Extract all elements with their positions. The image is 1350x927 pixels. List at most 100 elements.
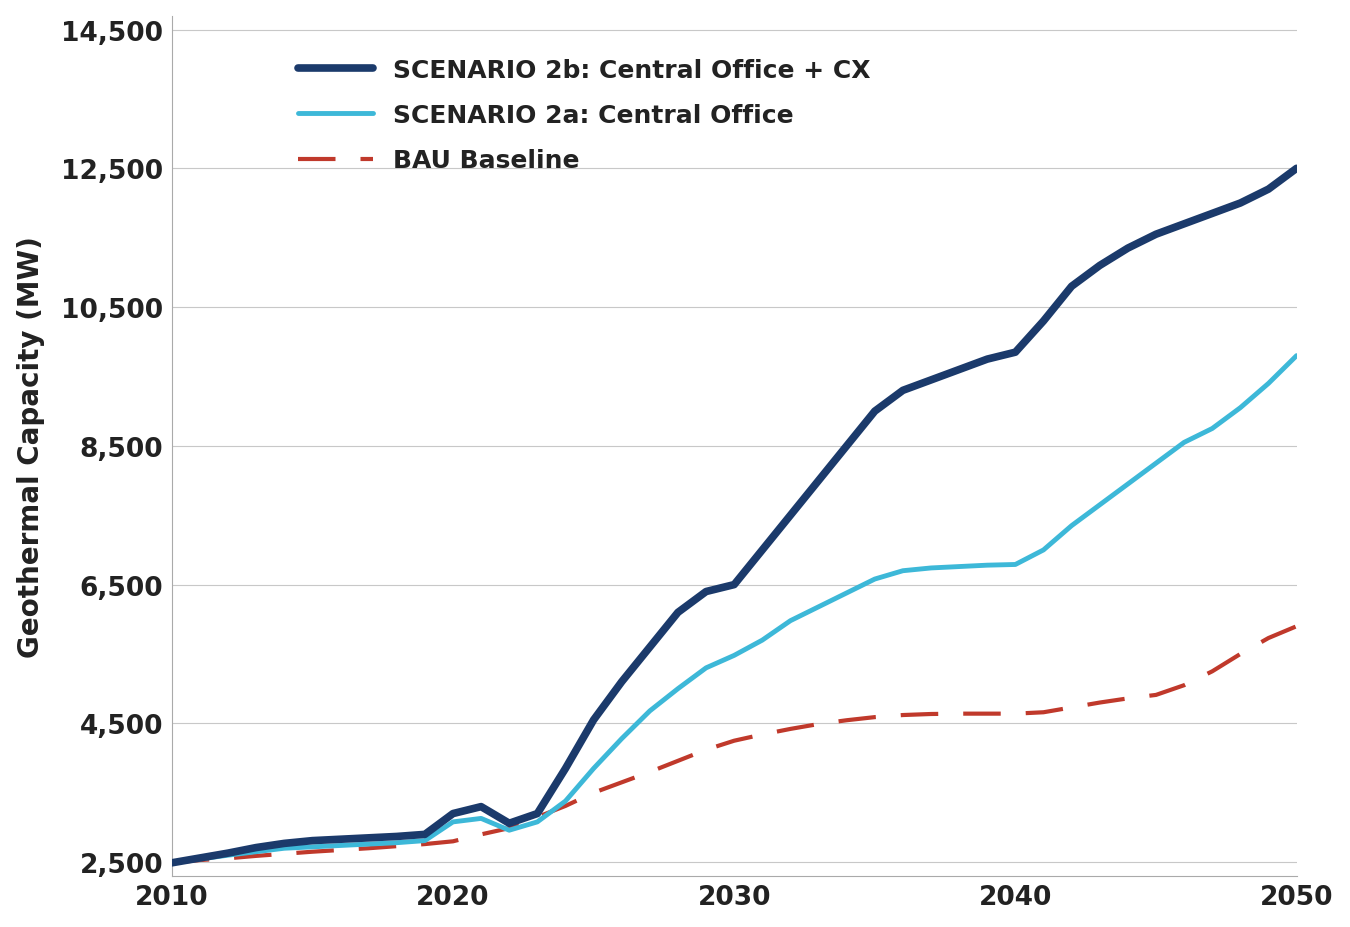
BAU Baseline	[1204, 666, 1220, 677]
SCENARIO 2b: Central Office + CX: (2.04e+03, 1.11e+04): Central Office + CX: (2.04e+03, 1.11e+04…	[1092, 260, 1108, 272]
BAU Baseline	[446, 836, 462, 847]
SCENARIO 2b: Central Office + CX: (2.03e+03, 7e+03): Central Office + CX: (2.03e+03, 7e+03)	[755, 545, 771, 556]
SCENARIO 2a: Central Office: (2.04e+03, 6.79e+03): Central Office: (2.04e+03, 6.79e+03)	[1007, 559, 1023, 570]
BAU Baseline	[501, 822, 517, 833]
SCENARIO 2b: Central Office + CX: (2.01e+03, 2.49e+03): Central Office + CX: (2.01e+03, 2.49e+03…	[163, 857, 180, 869]
BAU Baseline	[698, 744, 714, 756]
BAU Baseline	[1233, 649, 1249, 660]
SCENARIO 2a: Central Office: (2.02e+03, 2.76e+03): Central Office: (2.02e+03, 2.76e+03)	[360, 839, 377, 850]
BAU Baseline	[726, 735, 743, 746]
BAU Baseline	[1119, 693, 1135, 705]
BAU Baseline	[332, 844, 348, 856]
SCENARIO 2a: Central Office: (2.05e+03, 9.05e+03): Central Office: (2.05e+03, 9.05e+03)	[1233, 402, 1249, 413]
SCENARIO 2a: Central Office: (2.04e+03, 7e+03): Central Office: (2.04e+03, 7e+03)	[1035, 545, 1052, 556]
BAU Baseline	[979, 708, 995, 719]
SCENARIO 2b: Central Office + CX: (2.03e+03, 6.5e+03): Central Office + CX: (2.03e+03, 6.5e+03)	[726, 579, 743, 590]
BAU Baseline	[755, 730, 771, 741]
Y-axis label: Geothermal Capacity (MW): Geothermal Capacity (MW)	[16, 235, 45, 657]
BAU Baseline	[1176, 679, 1192, 691]
Line: SCENARIO 2a: Central Office: SCENARIO 2a: Central Office	[171, 356, 1296, 863]
SCENARIO 2a: Central Office: (2.02e+03, 3.08e+03): Central Office: (2.02e+03, 3.08e+03)	[529, 817, 545, 828]
SCENARIO 2a: Central Office: (2.03e+03, 5e+03): Central Office: (2.03e+03, 5e+03)	[670, 683, 686, 694]
SCENARIO 2b: Central Office + CX: (2.02e+03, 3.2e+03): Central Office + CX: (2.02e+03, 3.2e+03)	[529, 808, 545, 819]
SCENARIO 2a: Central Office: (2.03e+03, 5.98e+03): Central Office: (2.03e+03, 5.98e+03)	[783, 616, 799, 627]
SCENARIO 2b: Central Office + CX: (2.04e+03, 1.03e+04): Central Office + CX: (2.04e+03, 1.03e+04…	[1035, 316, 1052, 327]
BAU Baseline	[1064, 702, 1080, 713]
SCENARIO 2b: Central Office + CX: (2.01e+03, 2.56e+03): Central Office + CX: (2.01e+03, 2.56e+03…	[192, 853, 208, 864]
BAU Baseline	[220, 853, 236, 864]
SCENARIO 2a: Central Office: (2.02e+03, 3.08e+03): Central Office: (2.02e+03, 3.08e+03)	[446, 817, 462, 828]
BAU Baseline	[529, 811, 545, 822]
SCENARIO 2a: Central Office: (2.01e+03, 2.65e+03): Central Office: (2.01e+03, 2.65e+03)	[248, 846, 265, 857]
SCENARIO 2b: Central Office + CX: (2.02e+03, 3.3e+03): Central Office + CX: (2.02e+03, 3.3e+03)	[472, 801, 489, 812]
SCENARIO 2a: Central Office: (2.03e+03, 5.48e+03): Central Office: (2.03e+03, 5.48e+03)	[726, 650, 743, 661]
SCENARIO 2a: Central Office: (2.01e+03, 2.54e+03): Central Office: (2.01e+03, 2.54e+03)	[192, 854, 208, 865]
SCENARIO 2a: Central Office: (2.03e+03, 4.28e+03): Central Office: (2.03e+03, 4.28e+03)	[614, 733, 630, 744]
SCENARIO 2b: Central Office + CX: (2.04e+03, 9.45e+03): Central Office + CX: (2.04e+03, 9.45e+03…	[923, 375, 940, 386]
SCENARIO 2b: Central Office + CX: (2.03e+03, 7.5e+03): Central Office + CX: (2.03e+03, 7.5e+03)	[783, 510, 799, 521]
SCENARIO 2a: Central Office: (2.04e+03, 7.35e+03): Central Office: (2.04e+03, 7.35e+03)	[1064, 520, 1080, 531]
BAU Baseline	[1092, 697, 1108, 708]
BAU Baseline	[417, 839, 433, 850]
SCENARIO 2a: Central Office: (2.04e+03, 8.25e+03): Central Office: (2.04e+03, 8.25e+03)	[1148, 458, 1164, 469]
SCENARIO 2b: Central Office + CX: (2.05e+03, 1.22e+04): Central Office + CX: (2.05e+03, 1.22e+04…	[1261, 184, 1277, 196]
BAU Baseline	[472, 829, 489, 840]
BAU Baseline	[670, 756, 686, 767]
BAU Baseline	[248, 850, 265, 861]
SCENARIO 2a: Central Office: (2.03e+03, 6.18e+03): Central Office: (2.03e+03, 6.18e+03)	[810, 602, 826, 613]
BAU Baseline	[810, 718, 826, 730]
BAU Baseline	[1035, 707, 1052, 718]
SCENARIO 2a: Central Office: (2.04e+03, 6.76e+03): Central Office: (2.04e+03, 6.76e+03)	[950, 562, 967, 573]
SCENARIO 2b: Central Office + CX: (2.02e+03, 2.81e+03): Central Office + CX: (2.02e+03, 2.81e+03…	[304, 835, 320, 846]
SCENARIO 2a: Central Office: (2.02e+03, 2.78e+03): Central Office: (2.02e+03, 2.78e+03)	[389, 837, 405, 848]
SCENARIO 2b: Central Office + CX: (2.02e+03, 4.55e+03): Central Office + CX: (2.02e+03, 4.55e+03…	[586, 715, 602, 726]
SCENARIO 2b: Central Office + CX: (2.04e+03, 1.14e+04): Central Office + CX: (2.04e+03, 1.14e+04…	[1119, 243, 1135, 254]
SCENARIO 2b: Central Office + CX: (2.01e+03, 2.63e+03): Central Office + CX: (2.01e+03, 2.63e+03…	[220, 847, 236, 858]
BAU Baseline	[895, 710, 911, 721]
BAU Baseline	[838, 715, 855, 726]
SCENARIO 2b: Central Office + CX: (2.02e+03, 2.85e+03): Central Office + CX: (2.02e+03, 2.85e+03…	[360, 832, 377, 844]
BAU Baseline	[614, 777, 630, 788]
SCENARIO 2a: Central Office: (2.04e+03, 6.7e+03): Central Office: (2.04e+03, 6.7e+03)	[895, 565, 911, 577]
SCENARIO 2b: Central Office + CX: (2.01e+03, 2.77e+03): Central Office + CX: (2.01e+03, 2.77e+03…	[277, 838, 293, 849]
SCENARIO 2a: Central Office: (2.03e+03, 5.3e+03): Central Office: (2.03e+03, 5.3e+03)	[698, 663, 714, 674]
SCENARIO 2a: Central Office: (2.04e+03, 7.65e+03): Central Office: (2.04e+03, 7.65e+03)	[1092, 500, 1108, 511]
SCENARIO 2b: Central Office + CX: (2.04e+03, 1.08e+04): Central Office + CX: (2.04e+03, 1.08e+04…	[1064, 282, 1080, 293]
Line: SCENARIO 2b: Central Office + CX: SCENARIO 2b: Central Office + CX	[171, 169, 1296, 863]
SCENARIO 2b: Central Office + CX: (2.05e+03, 1.18e+04): Central Office + CX: (2.05e+03, 1.18e+04…	[1204, 209, 1220, 220]
BAU Baseline	[558, 801, 574, 812]
SCENARIO 2b: Central Office + CX: (2.02e+03, 2.83e+03): Central Office + CX: (2.02e+03, 2.83e+03…	[332, 833, 348, 844]
BAU Baseline	[783, 724, 799, 735]
SCENARIO 2a: Central Office: (2.05e+03, 9.8e+03): Central Office: (2.05e+03, 9.8e+03)	[1288, 350, 1304, 362]
SCENARIO 2b: Central Office + CX: (2.02e+03, 2.9e+03): Central Office + CX: (2.02e+03, 2.9e+03)	[417, 829, 433, 840]
SCENARIO 2b: Central Office + CX: (2.02e+03, 3.85e+03): Central Office + CX: (2.02e+03, 3.85e+03…	[558, 763, 574, 774]
SCENARIO 2a: Central Office: (2.01e+03, 2.49e+03): Central Office: (2.01e+03, 2.49e+03)	[163, 857, 180, 869]
SCENARIO 2b: Central Office + CX: (2.03e+03, 6.1e+03): Central Office + CX: (2.03e+03, 6.1e+03)	[670, 607, 686, 618]
SCENARIO 2b: Central Office + CX: (2.01e+03, 2.71e+03): Central Office + CX: (2.01e+03, 2.71e+03…	[248, 842, 265, 853]
SCENARIO 2a: Central Office: (2.02e+03, 3.38e+03): Central Office: (2.02e+03, 3.38e+03)	[558, 795, 574, 806]
SCENARIO 2b: Central Office + CX: (2.04e+03, 9.3e+03): Central Office + CX: (2.04e+03, 9.3e+03)	[895, 386, 911, 397]
SCENARIO 2a: Central Office: (2.05e+03, 8.55e+03): Central Office: (2.05e+03, 8.55e+03)	[1176, 438, 1192, 449]
SCENARIO 2b: Central Office + CX: (2.02e+03, 2.87e+03): Central Office + CX: (2.02e+03, 2.87e+03…	[389, 831, 405, 842]
SCENARIO 2b: Central Office + CX: (2.03e+03, 8.5e+03): Central Office + CX: (2.03e+03, 8.5e+03)	[838, 441, 855, 452]
SCENARIO 2a: Central Office: (2.02e+03, 2.72e+03): Central Office: (2.02e+03, 2.72e+03)	[304, 842, 320, 853]
SCENARIO 2a: Central Office: (2.04e+03, 6.74e+03): Central Office: (2.04e+03, 6.74e+03)	[923, 563, 940, 574]
Line: BAU Baseline: BAU Baseline	[171, 627, 1296, 863]
BAU Baseline	[923, 708, 940, 719]
SCENARIO 2b: Central Office + CX: (2.03e+03, 8e+03): Central Office + CX: (2.03e+03, 8e+03)	[810, 476, 826, 487]
SCENARIO 2b: Central Office + CX: (2.03e+03, 6.4e+03): Central Office + CX: (2.03e+03, 6.4e+03)	[698, 587, 714, 598]
BAU Baseline	[1148, 690, 1164, 701]
Legend: SCENARIO 2b: Central Office + CX, SCENARIO 2a: Central Office, BAU Baseline: SCENARIO 2b: Central Office + CX, SCENAR…	[285, 46, 883, 185]
BAU Baseline	[950, 708, 967, 719]
SCENARIO 2b: Central Office + CX: (2.04e+03, 9e+03): Central Office + CX: (2.04e+03, 9e+03)	[867, 406, 883, 417]
SCENARIO 2a: Central Office: (2.03e+03, 5.7e+03): Central Office: (2.03e+03, 5.7e+03)	[755, 635, 771, 646]
SCENARIO 2b: Central Office + CX: (2.02e+03, 3.2e+03): Central Office + CX: (2.02e+03, 3.2e+03)	[446, 808, 462, 819]
SCENARIO 2a: Central Office: (2.01e+03, 2.6e+03): Central Office: (2.01e+03, 2.6e+03)	[220, 850, 236, 861]
SCENARIO 2a: Central Office: (2.05e+03, 8.75e+03): Central Office: (2.05e+03, 8.75e+03)	[1204, 424, 1220, 435]
BAU Baseline	[277, 848, 293, 859]
BAU Baseline	[641, 767, 657, 778]
SCENARIO 2b: Central Office + CX: (2.04e+03, 9.85e+03): Central Office + CX: (2.04e+03, 9.85e+03…	[1007, 348, 1023, 359]
BAU Baseline	[867, 712, 883, 723]
SCENARIO 2b: Central Office + CX: (2.04e+03, 9.75e+03): Central Office + CX: (2.04e+03, 9.75e+03…	[979, 354, 995, 365]
SCENARIO 2a: Central Office: (2.02e+03, 2.81e+03): Central Office: (2.02e+03, 2.81e+03)	[417, 835, 433, 846]
